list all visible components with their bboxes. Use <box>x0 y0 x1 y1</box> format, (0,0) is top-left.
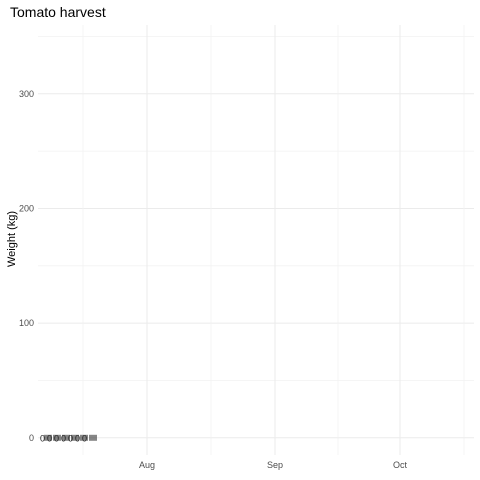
point-marker <box>44 434 52 441</box>
point-marker <box>62 434 70 441</box>
y-tick-label: 0 <box>29 433 34 443</box>
point-marker <box>89 434 97 441</box>
point-marker <box>71 434 79 441</box>
point-label: 0 <box>40 433 45 443</box>
chart-title: Tomato harvest <box>10 4 106 20</box>
x-tick-label: Oct <box>393 460 408 470</box>
y-axis-ticks: 0 100 200 300 <box>19 89 34 443</box>
y-tick-label: 300 <box>19 89 34 99</box>
x-axis-ticks: Aug Sep Oct <box>139 460 408 470</box>
point-marker <box>53 434 61 441</box>
y-tick-label: 200 <box>19 203 34 213</box>
x-tick-label: Sep <box>267 460 283 470</box>
y-axis-title: Weight (kg) <box>6 211 18 267</box>
y-tick-label: 100 <box>19 318 34 328</box>
grid <box>38 25 474 455</box>
point-label: 0 <box>68 433 73 443</box>
x-tick-label: Aug <box>139 460 155 470</box>
data-labels: 0000000 <box>40 433 97 443</box>
point-marker <box>80 434 88 441</box>
